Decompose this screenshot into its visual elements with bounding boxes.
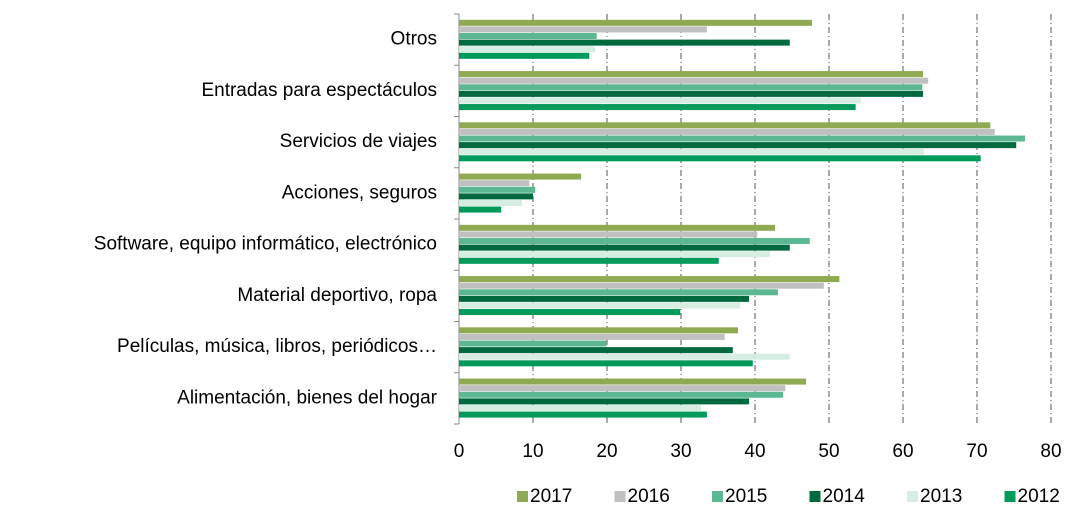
bar — [459, 257, 719, 264]
bar — [459, 411, 707, 418]
bar — [459, 244, 790, 251]
bar — [459, 398, 750, 405]
y-tick-label: Otros — [391, 29, 437, 50]
legend-swatch — [907, 491, 918, 502]
bar — [459, 97, 861, 104]
x-tick-label: 40 — [744, 441, 765, 462]
bar — [459, 39, 790, 46]
bar — [459, 46, 596, 53]
x-tick-label: 80 — [1040, 441, 1061, 462]
bar — [459, 295, 750, 302]
bar — [459, 276, 840, 283]
x-tick-label: 0 — [454, 441, 465, 462]
bar — [459, 26, 707, 33]
x-tick-label: 10 — [522, 441, 543, 462]
bar — [459, 155, 981, 162]
bar — [459, 122, 991, 129]
y-tick-label: Acciones, seguros — [282, 182, 437, 203]
bar — [459, 333, 725, 340]
bar — [459, 340, 607, 347]
bar — [459, 378, 807, 385]
legend-swatch — [517, 491, 528, 502]
bar — [459, 186, 536, 193]
bar — [459, 180, 530, 187]
legend-swatch — [712, 491, 723, 502]
bar — [459, 309, 681, 316]
bar — [459, 282, 824, 289]
bar — [459, 347, 733, 354]
bar — [459, 148, 924, 155]
legend-swatch — [809, 491, 821, 502]
legend-label: 2013 — [920, 486, 962, 507]
bar — [459, 173, 582, 180]
x-tick-label: 70 — [966, 441, 987, 462]
x-tick-label: 30 — [670, 441, 691, 462]
y-tick-label: Material deportivo, ropa — [237, 285, 437, 306]
bar — [459, 128, 995, 135]
x-tick-label: 60 — [892, 441, 913, 462]
bar — [459, 52, 590, 59]
y-tick-label: Entradas para espectáculos — [201, 80, 437, 101]
bar — [459, 71, 923, 78]
bar — [459, 33, 597, 40]
x-tick-label: 50 — [818, 441, 839, 462]
bar — [459, 193, 533, 200]
bar — [459, 302, 741, 309]
y-tick-label: Software, equipo informático, electrónic… — [94, 234, 437, 255]
bar — [459, 206, 502, 213]
bar — [459, 135, 1026, 142]
bar — [459, 199, 522, 206]
bar — [459, 391, 784, 398]
y-tick-label: Servicios de viajes — [280, 131, 437, 152]
bar — [459, 224, 775, 231]
legend-label: 2015 — [725, 486, 767, 507]
y-tick-label: Películas, música, libros, periódicos… — [117, 336, 437, 357]
legend-label: 2012 — [1018, 486, 1060, 507]
bar — [459, 289, 778, 296]
bar — [459, 90, 923, 97]
x-tick-label: 20 — [596, 441, 617, 462]
legend-label: 2014 — [823, 486, 866, 507]
bar — [459, 360, 753, 367]
bar — [459, 77, 929, 84]
bar — [459, 142, 1017, 149]
bar — [459, 19, 812, 26]
bar — [459, 353, 790, 360]
bar — [459, 231, 758, 238]
bar — [459, 251, 770, 258]
y-tick-label: Alimentación, bienes del hogar — [177, 387, 438, 408]
bar — [459, 404, 701, 411]
bar — [459, 238, 810, 245]
legend-label: 2016 — [628, 486, 670, 507]
bar — [459, 104, 856, 111]
legend-swatch — [614, 491, 626, 502]
bar — [459, 327, 738, 334]
bar — [459, 84, 923, 91]
bar — [459, 385, 786, 392]
legend-label: 2017 — [530, 486, 572, 507]
legend-swatch — [1004, 491, 1016, 502]
